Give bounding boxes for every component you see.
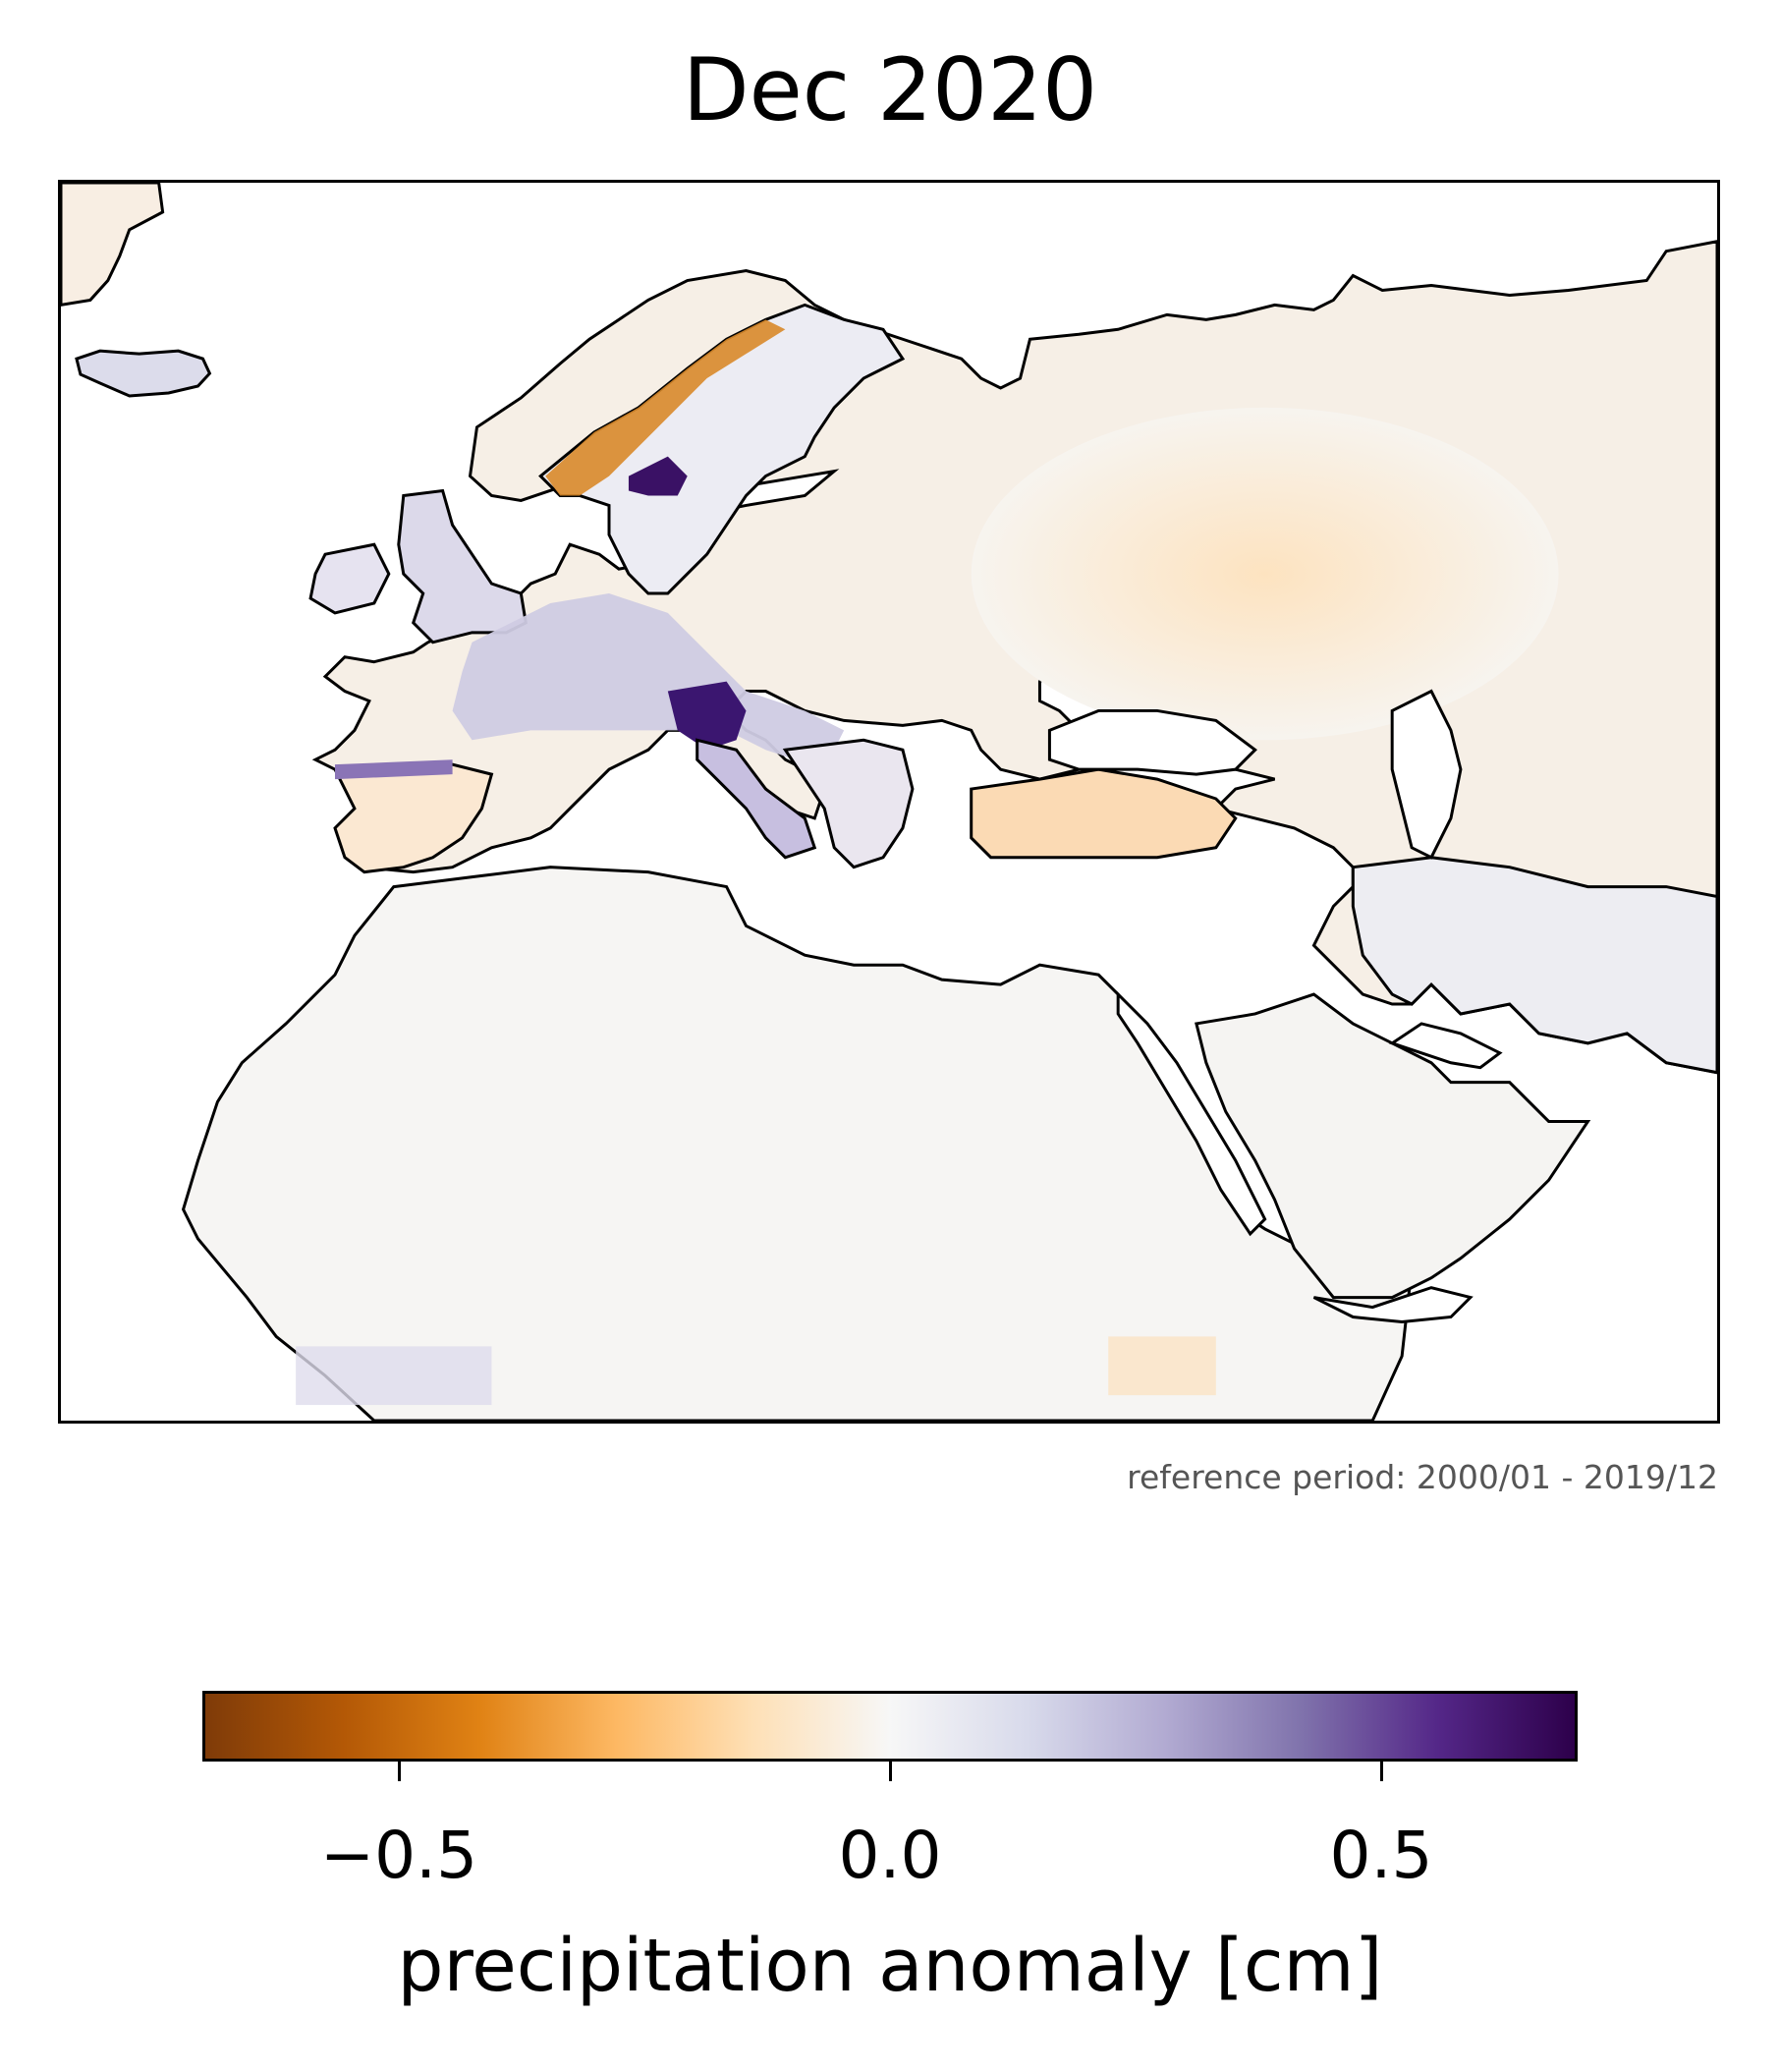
land-great-britain — [397, 488, 528, 644]
anomaly-sahel-west — [296, 1346, 492, 1406]
anomaly-russia — [971, 407, 1559, 741]
land-balkans — [782, 738, 915, 869]
water-persian-gulf — [1388, 1022, 1503, 1070]
water-gulf-of-aden — [1312, 1286, 1474, 1323]
water-black-sea — [1047, 708, 1257, 776]
colorbar-gradient — [202, 1691, 1578, 1762]
anomaly-alps — [667, 681, 747, 751]
land-greenland — [61, 183, 165, 307]
land-iceland — [75, 349, 212, 398]
colorbar-tick-label: −0.5 — [319, 1818, 478, 1893]
land-turkey — [970, 767, 1238, 860]
water-caspian — [1390, 689, 1463, 860]
land-iran — [1351, 856, 1717, 1075]
land-iberia — [332, 762, 494, 874]
colorbar — [202, 1691, 1578, 1762]
reference-period-note: reference period: 2000/01 - 2019/12 — [1127, 1458, 1718, 1496]
colorbar-label: precipitation anomaly [cm] — [397, 1924, 1383, 2008]
anomaly-iberia-north — [335, 759, 453, 780]
colorbar-tick-label: 0.0 — [838, 1818, 942, 1893]
map-title: Dec 2020 — [682, 39, 1098, 140]
land-scandinavia — [538, 303, 906, 595]
anomaly-south-norway — [628, 456, 688, 496]
map-svg — [61, 183, 1717, 1421]
water-red-sea — [1116, 990, 1267, 1237]
colorbar-tick — [1379, 1762, 1383, 1781]
colorbar-tick-label: 0.5 — [1329, 1818, 1433, 1893]
colorbar-tick — [397, 1762, 401, 1781]
map-panel — [58, 180, 1720, 1424]
colorbar-tick — [888, 1762, 892, 1781]
anomaly-western-europe — [452, 593, 845, 770]
land-ireland — [308, 542, 391, 615]
anomaly-norway-coast — [545, 319, 786, 496]
land-middle-east — [1195, 992, 1591, 1300]
land-italy — [695, 738, 817, 860]
anomaly-sahel-east — [1108, 1336, 1216, 1396]
